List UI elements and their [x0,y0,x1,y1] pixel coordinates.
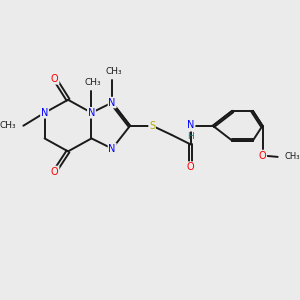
Text: N: N [88,108,95,118]
Text: CH₃: CH₃ [0,121,16,130]
Text: N: N [187,121,194,131]
Text: CH₃: CH₃ [85,78,101,87]
Text: N: N [109,144,116,154]
Text: CH₃: CH₃ [105,67,122,76]
Text: N: N [41,108,48,118]
Text: N: N [109,98,116,108]
Text: S: S [149,121,155,131]
Text: O: O [51,167,59,176]
Text: CH₃: CH₃ [285,152,300,161]
Text: O: O [259,151,266,160]
Text: O: O [187,162,195,172]
Text: N: N [187,120,194,130]
Text: H: H [188,132,194,141]
Text: O: O [51,74,59,84]
